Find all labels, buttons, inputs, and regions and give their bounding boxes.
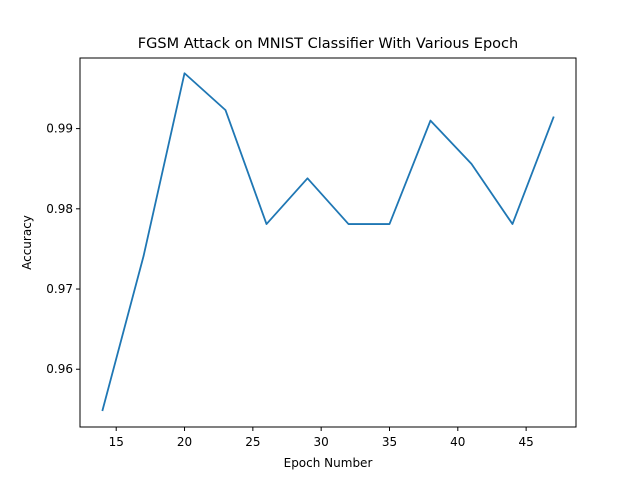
- x-tick-label: 45: [518, 435, 533, 449]
- y-tick-label: 0.98: [46, 202, 73, 216]
- x-axis: 15 20 25 30 35 40 45: [109, 427, 534, 449]
- x-tick-label: 30: [314, 435, 329, 449]
- x-tick-label: 15: [109, 435, 124, 449]
- x-axis-label: Epoch Number: [284, 456, 373, 470]
- y-axis-label: Accuracy: [20, 215, 34, 270]
- plot-area: [101, 72, 555, 412]
- series-line: [101, 72, 555, 412]
- y-axis: 0.96 0.97 0.98 0.99: [46, 122, 80, 376]
- y-tick-label: 0.96: [46, 362, 73, 376]
- axes-frame: [79, 57, 577, 428]
- y-tick-label: 0.99: [46, 122, 73, 136]
- y-tick-label: 0.97: [46, 282, 73, 296]
- x-tick-label: 35: [382, 435, 397, 449]
- x-tick-label: 25: [245, 435, 260, 449]
- x-tick-label: 20: [177, 435, 192, 449]
- chart-title: FGSM Attack on MNIST Classifier With Var…: [138, 36, 518, 52]
- x-tick-label: 40: [450, 435, 465, 449]
